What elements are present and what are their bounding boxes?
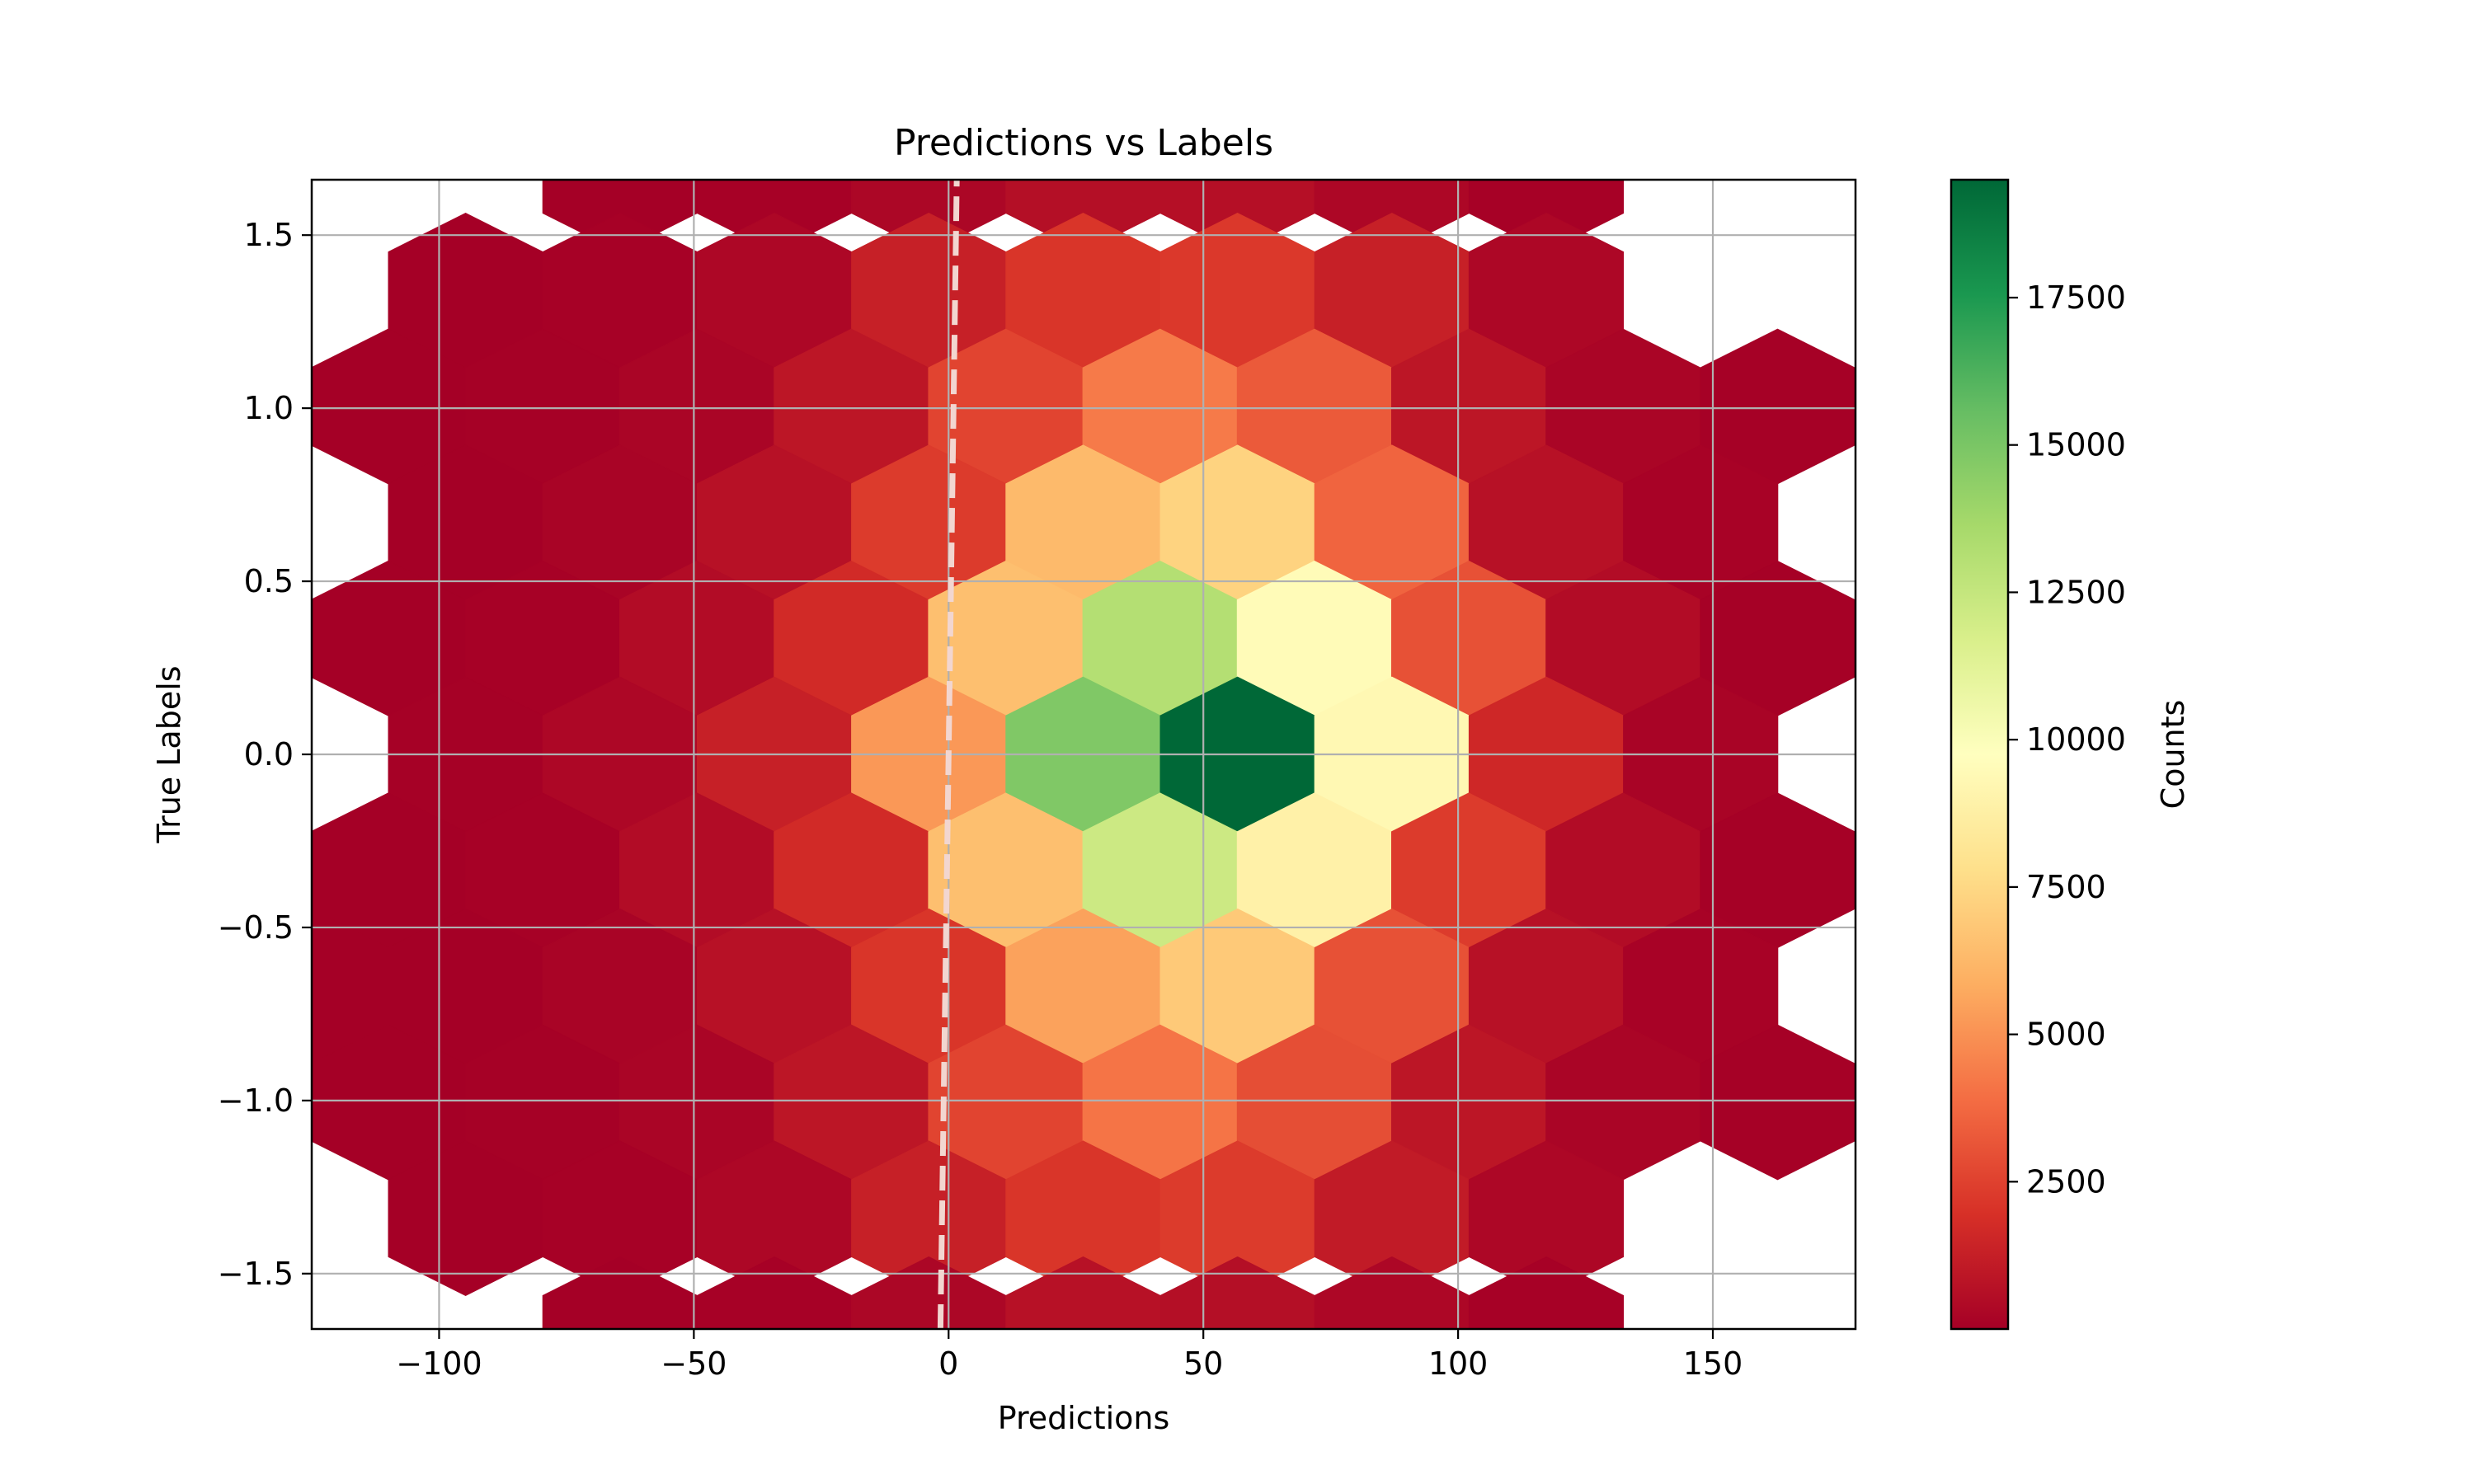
hexbin-cell <box>1314 1256 1470 1329</box>
chart-title: Predictions vs Labels <box>894 122 1273 164</box>
hexbin-cell <box>1468 1256 1625 1329</box>
y-axis-label: True Labels <box>151 665 187 843</box>
y-axis-ticks: −1.5 −1.0 −0.5 0.0 0.5 1.0 1.5 <box>218 217 312 1292</box>
colorbar-tick-label: 10000 <box>2026 721 2126 758</box>
y-tick-label: −0.5 <box>218 909 294 946</box>
colorbar-ticks: 2500 5000 7500 10000 12500 15000 17500 <box>2008 279 2126 1200</box>
y-tick-label: −1.5 <box>218 1256 294 1292</box>
y-tick-label: 0.5 <box>244 563 294 599</box>
colorbar-tick-label: 5000 <box>2026 1017 2106 1053</box>
grid-lines <box>312 180 1856 1329</box>
x-tick-label: 100 <box>1428 1345 1489 1382</box>
colorbar-tick-label: 15000 <box>2026 427 2126 463</box>
y-tick-label: 1.0 <box>244 390 294 426</box>
y-tick-label: −1.0 <box>218 1082 294 1119</box>
x-axis-label: Predictions <box>998 1400 1170 1436</box>
x-tick-label: 50 <box>1183 1345 1223 1382</box>
colorbar-gradient <box>1950 178 2010 1331</box>
colorbar-tick-label: 7500 <box>2026 869 2106 905</box>
reference-line-dashed <box>937 180 960 1329</box>
colorbar-tick-label: 17500 <box>2026 279 2126 316</box>
colorbar-tick-label: 2500 <box>2026 1163 2106 1200</box>
colorbar: 2500 5000 7500 10000 12500 15000 17500 Counts <box>1950 178 2191 1331</box>
hexbin-cell <box>851 1256 1007 1329</box>
hexbin-cell <box>542 1256 698 1329</box>
x-tick-label: −50 <box>661 1345 727 1382</box>
colorbar-tick-label: 12500 <box>2026 574 2126 610</box>
hexbin-cell <box>1159 1256 1315 1329</box>
reference-line <box>937 180 960 1329</box>
x-tick-label: −100 <box>396 1345 482 1382</box>
y-tick-label: 1.5 <box>244 217 294 253</box>
hexbin-cell <box>1005 1256 1161 1329</box>
y-tick-label: 0.0 <box>244 736 294 773</box>
hexbin-cells <box>312 180 1856 1329</box>
hexbin-cell <box>696 1256 853 1329</box>
x-tick-label: 0 <box>938 1345 958 1382</box>
colorbar-label: Counts <box>2155 700 2191 810</box>
x-axis-ticks: −100 −50 0 50 100 150 <box>396 1329 1743 1382</box>
x-tick-label: 150 <box>1683 1345 1743 1382</box>
